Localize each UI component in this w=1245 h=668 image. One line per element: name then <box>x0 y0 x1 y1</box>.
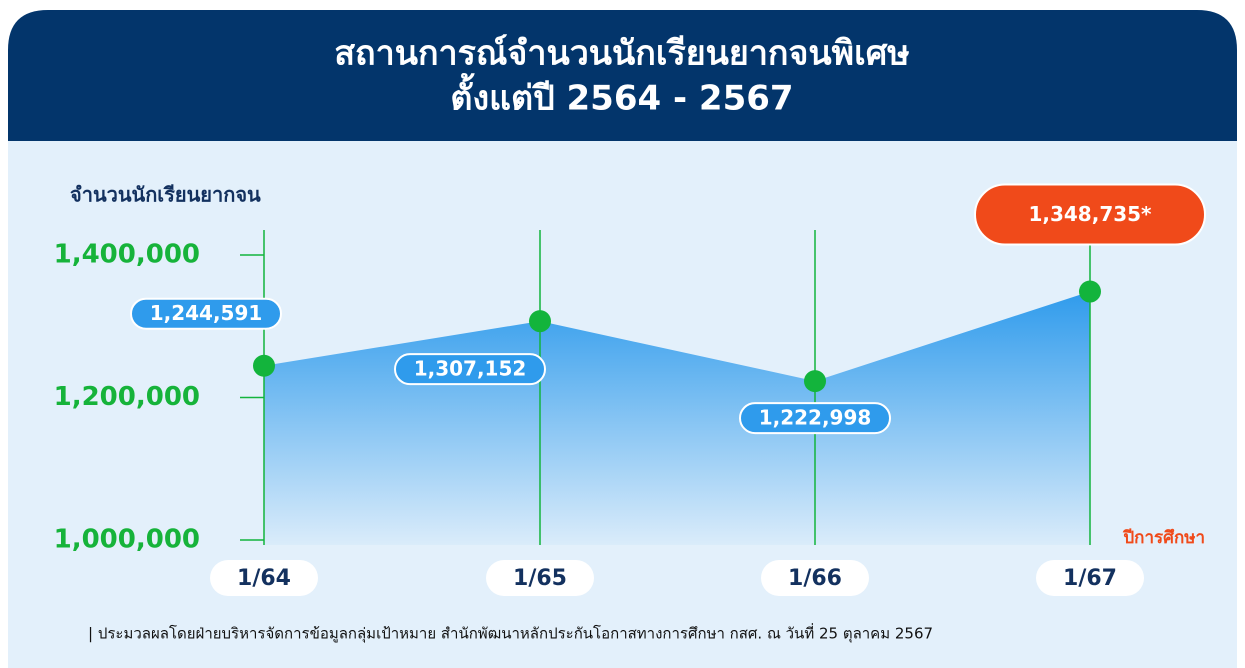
value-label-bg <box>130 297 282 330</box>
category-bg <box>761 560 869 596</box>
data-point <box>1079 280 1101 303</box>
value-label-bg <box>974 183 1206 246</box>
category-bg <box>486 560 594 596</box>
data-point <box>253 354 275 377</box>
value-label-bg <box>394 353 546 386</box>
data-point <box>804 370 826 393</box>
chart-subtitle: ตั้งแต่ปี 2564 - 2567 <box>450 73 793 119</box>
y-axis-label: จำนวนนักเรียนยากจน <box>70 183 261 207</box>
x-tick-label: 1/64 <box>237 566 291 591</box>
value-label: 1,307,152 <box>414 357 527 381</box>
y-tick-label: 1,400,000 <box>54 240 200 270</box>
value-label: 1,244,591 <box>150 301 263 325</box>
value-label: 1,348,735* <box>1028 202 1152 226</box>
value-label: 1,222,998 <box>759 406 872 430</box>
x-tick-label: 1/67 <box>1063 566 1117 591</box>
source-note: | ประมวลผลโดยฝ่ายบริหารจัดการข้อมูลกลุ่ม… <box>88 623 933 644</box>
data-point <box>529 310 551 333</box>
x-axis-label: ปีการศึกษา <box>1123 527 1205 548</box>
header <box>8 10 1237 141</box>
category-bg <box>210 560 318 596</box>
x-tick-label: 1/65 <box>513 566 567 591</box>
y-tick-label: 1,000,000 <box>54 525 200 555</box>
category-bg <box>1036 560 1144 596</box>
y-tick-label: 1,200,000 <box>54 382 200 412</box>
chart-title: สถานการณ์จำนวนนักเรียนยากจนพิเศษ <box>334 34 909 74</box>
x-tick-label: 1/66 <box>788 566 842 591</box>
value-label-bg <box>739 402 891 435</box>
